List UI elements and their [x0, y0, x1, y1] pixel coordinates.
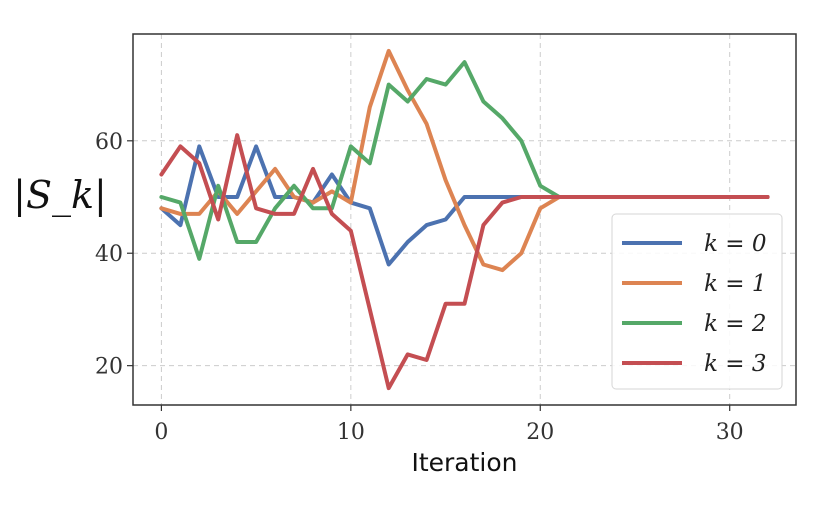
x-tick-label: 20: [526, 420, 554, 445]
legend-label: k = 1: [704, 271, 766, 297]
ticks: 0 10 20 30 20 40 60: [95, 130, 744, 445]
y-tick-label: 60: [95, 130, 123, 155]
x-tick-label: 30: [716, 420, 744, 445]
legend-box: [611, 213, 783, 390]
legend-label: k = 0: [704, 231, 766, 257]
series-line-k3: [159, 133, 770, 391]
y-tick-label: 20: [95, 355, 123, 380]
plot-frame: [132, 33, 797, 406]
series-lines: [159, 48, 770, 391]
y-tick-label: 40: [95, 242, 123, 267]
series-line-k2: [159, 60, 562, 261]
x-axis-label: Iteration: [411, 448, 517, 477]
legend-label: k = 3: [704, 351, 766, 377]
y-axis-label: |S_k|: [13, 173, 107, 218]
x-tick-label: 10: [337, 420, 365, 445]
x-tick-label: 0: [154, 420, 168, 445]
legend-label: k = 2: [704, 311, 766, 337]
legend: k = 0 k = 1 k = 2 k = 3: [611, 213, 783, 390]
